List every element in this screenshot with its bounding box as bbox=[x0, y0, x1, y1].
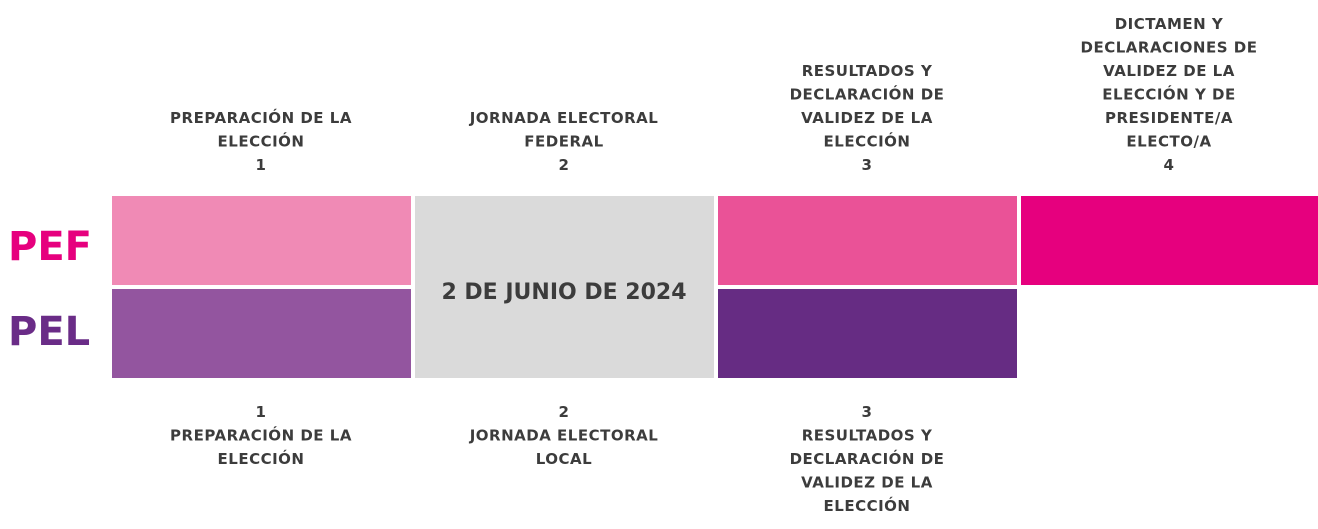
pef-label: PEF bbox=[8, 224, 92, 270]
pef-stage-line: PREPARACIÓN DE LA bbox=[170, 108, 352, 127]
pel-block-1 bbox=[112, 289, 411, 378]
election-day-block bbox=[415, 196, 714, 378]
pel-stage-line: RESULTADOS Y bbox=[802, 427, 933, 445]
pef-stage-line: RESULTADOS Y bbox=[802, 62, 933, 80]
pel-block-3 bbox=[718, 289, 1017, 378]
pef-stage-line: VALIDEZ DE LA bbox=[1103, 62, 1235, 80]
pel-stage-number: 3 bbox=[862, 403, 873, 421]
pel-label: PEL bbox=[8, 309, 90, 355]
pef-stage-line: VALIDEZ DE LA bbox=[801, 109, 933, 127]
pel-stage-line: JORNADA ELECTORAL bbox=[469, 427, 659, 445]
pel-stage-line: VALIDEZ DE LA bbox=[801, 474, 933, 492]
pef-stage-line: FEDERAL bbox=[524, 133, 603, 151]
pef-stage-line: ELECCIÓN bbox=[218, 132, 305, 151]
pel-stage-line: ELECCIÓN bbox=[824, 496, 911, 515]
pef-stage-line: JORNADA ELECTORAL bbox=[469, 109, 659, 127]
pef-stage-number: 2 bbox=[559, 156, 570, 174]
pel-stage-number: 1 bbox=[256, 403, 267, 421]
pef-stage-line: ELECCIÓN Y DE bbox=[1102, 85, 1235, 104]
pel-stage-line: ELECCIÓN bbox=[218, 449, 305, 468]
pef-stage-line: PRESIDENTE/A bbox=[1105, 109, 1233, 127]
pef-stage-line: DECLARACIÓN DE bbox=[790, 85, 945, 104]
pef-stage-line: DICTAMEN Y bbox=[1115, 15, 1224, 33]
pef-block-4 bbox=[1021, 196, 1318, 285]
pef-stage-number: 4 bbox=[1164, 156, 1175, 174]
pef-block-1 bbox=[112, 196, 411, 285]
pef-stage-line: DECLARACIONES DE bbox=[1081, 39, 1258, 57]
pef-block-3 bbox=[718, 196, 1017, 285]
pel-stage-line: PREPARACIÓN DE LA bbox=[170, 426, 352, 445]
pel-stage-line: LOCAL bbox=[536, 450, 592, 468]
pel-stage-line: DECLARACIÓN DE bbox=[790, 449, 945, 468]
pef-stage-line: ELECCIÓN bbox=[824, 132, 911, 151]
pef-stage-line: ELECTO/A bbox=[1126, 133, 1211, 151]
election-date: 2 DE JUNIO DE 2024 bbox=[441, 280, 686, 305]
pef-stage-number: 1 bbox=[256, 156, 267, 174]
pef-stage-number: 3 bbox=[862, 156, 873, 174]
pel-stage-number: 2 bbox=[559, 403, 570, 421]
